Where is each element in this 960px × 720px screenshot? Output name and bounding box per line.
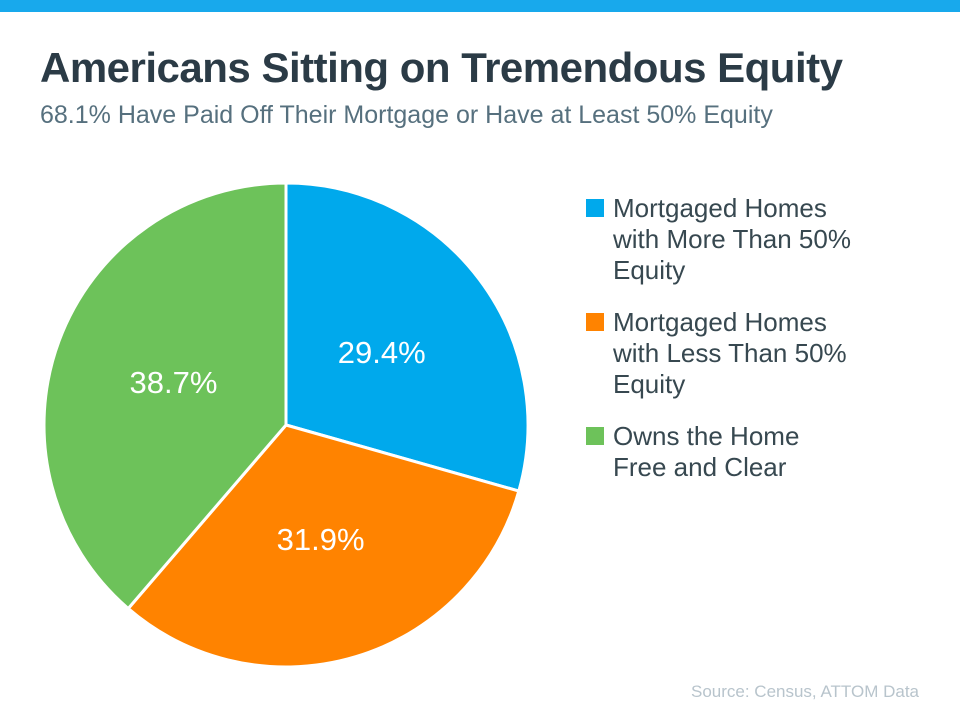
legend-label-line: Equity	[613, 255, 686, 285]
legend-label-line: Owns the Home	[613, 421, 800, 451]
chart-subtitle: 68.1% Have Paid Off Their Mortgage or Ha…	[40, 101, 773, 129]
legend-label-line: Free and Clear	[613, 452, 787, 482]
legend-label-line: with More Than 50%	[613, 224, 851, 254]
legend-label-line: with Less Than 50%	[613, 338, 847, 368]
legend-label: Owns the Home Free and Clear	[613, 421, 799, 483]
legend-swatch-blue	[586, 199, 604, 217]
legend-label-line: Equity	[613, 369, 686, 399]
legend-label: Mortgaged Homes with More Than 50% Equit…	[613, 193, 851, 286]
source-attribution: Source: Census, ATTOM Data	[690, 682, 919, 701]
pie-slice-2	[42, 181, 288, 611]
legend: Mortgaged Homes with More Than 50% Equit…	[586, 193, 916, 504]
legend-label-line: Mortgaged Homes	[613, 193, 827, 223]
pie-chart: 29.4% 31.9% 38.7%	[41, 180, 531, 670]
pie-slice-label-1: 31.9%	[276, 521, 365, 557]
pie-slice-1	[126, 423, 521, 669]
legend-item-less-than-50-equity: Mortgaged Homes with Less Than 50% Equit…	[586, 307, 916, 400]
pie-slice-label-0: 29.4%	[337, 334, 426, 370]
legend-swatch-green	[586, 427, 604, 445]
legend-label: Mortgaged Homes with Less Than 50% Equit…	[613, 307, 847, 400]
pie-slice-label-2: 38.7%	[129, 365, 218, 401]
legend-item-more-than-50-equity: Mortgaged Homes with More Than 50% Equit…	[586, 193, 916, 286]
legend-swatch-orange	[586, 313, 604, 331]
chart-title: Americans Sitting on Tremendous Equity	[40, 44, 843, 91]
legend-item-owns-free-and-clear: Owns the Home Free and Clear	[586, 421, 916, 483]
legend-label-line: Mortgaged Homes	[613, 307, 827, 337]
pie-chart-svg	[42, 181, 530, 669]
pie-slice-0	[284, 181, 530, 493]
top-accent-bar	[0, 0, 960, 12]
